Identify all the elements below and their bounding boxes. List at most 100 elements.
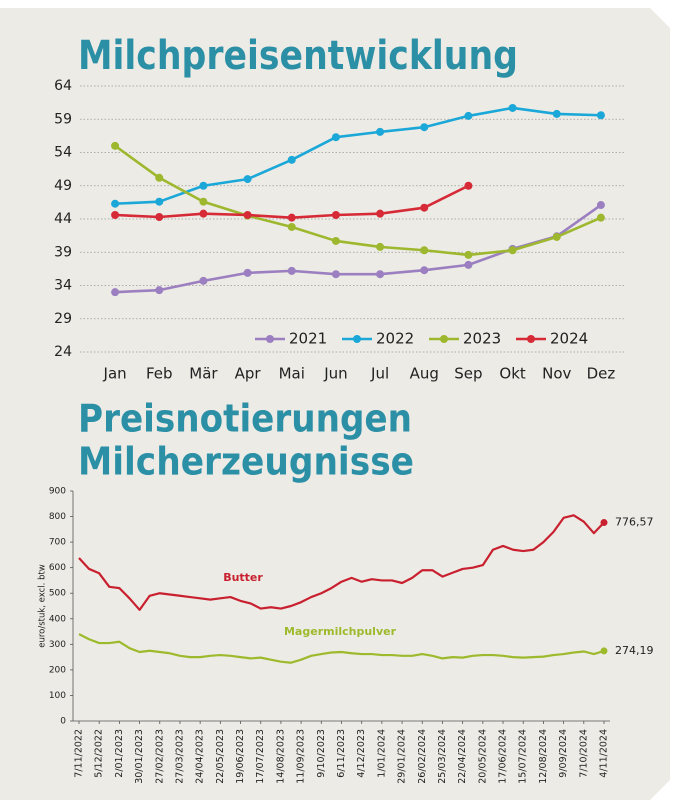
x-tick-label: 5/12/2022 [94,729,105,778]
y-tick-label: 44 [54,211,72,227]
x-tick-label: 20/05/2024 [477,729,488,784]
point [111,199,120,208]
legend-label: 2024 [550,330,588,348]
point [508,103,517,112]
y-tick-label: 54 [54,145,72,161]
point [420,123,429,132]
point [111,211,120,220]
y-tick-label: 64 [54,78,72,94]
legend-label: 2021 [289,330,327,348]
x-tick-label: 9/09/2024 [558,729,569,778]
y-tick-label: 39 [54,244,72,260]
point [464,181,473,190]
point [331,270,340,279]
point [376,127,385,136]
x-tick-label: 14/08/2023 [275,729,286,784]
x-tick-label: 2/01/2023 [114,729,125,778]
point [464,111,473,120]
point [199,181,208,190]
y-tick-label: 29 [54,311,72,327]
point [508,246,517,255]
x-tick-label: Jan [103,365,127,383]
point [376,209,385,218]
y-tick-label: 59 [54,111,72,127]
point [199,197,208,206]
series-line [78,633,605,664]
point [111,141,120,150]
y-tick-label: 700 [49,538,66,548]
series-line [115,106,601,206]
point [596,111,605,120]
point [199,209,208,218]
y-tick-label: 24 [54,344,72,360]
y-tick-label: 500 [49,589,66,599]
x-tick-label: Sep [454,365,482,383]
point [155,286,164,295]
x-tick-label: 6/11/2023 [336,729,347,778]
x-tick-label: 22/05/2023 [215,729,226,784]
card [0,8,670,800]
y-tick-label: 600 [49,563,66,573]
legend-label: 2022 [376,330,414,348]
y-axis-title: euro/stuk, excl. btw [38,564,48,648]
x-tick-label: 15/07/2024 [518,729,529,784]
y-tick-label: 800 [49,512,66,522]
y-tick-label: 200 [49,665,66,675]
legend-marker [266,335,274,343]
x-tick-label: Okt [499,365,525,383]
point [331,211,340,220]
point [420,203,429,212]
x-tick-label: 17/07/2023 [255,729,266,784]
point [155,173,164,182]
x-tick-label: 9/10/2023 [316,729,327,778]
point [420,266,429,275]
x-tick-label: 24/04/2023 [195,729,206,784]
end-point [600,519,608,527]
x-tick-label: Mai [279,365,305,383]
x-tick-label: 17/06/2024 [498,729,509,784]
chart-title: Milcherzeugnisse [78,440,414,484]
series-label: Butter [223,571,263,584]
point [287,213,296,222]
x-tick-label: 4/11/2024 [599,729,610,778]
x-tick-label: 11/09/2023 [296,729,307,784]
x-tick-label: Dez [587,365,616,383]
x-tick-label: 26/02/2024 [417,729,428,784]
point [331,133,340,142]
x-tick-label: 27/02/2023 [154,729,165,784]
x-tick-label: 12/08/2024 [538,729,549,784]
point [376,242,385,251]
x-tick-label: Apr [235,365,262,383]
legend-marker [440,335,448,343]
legend-marker [527,335,535,343]
point [464,250,473,259]
end-point [600,647,608,655]
y-tick-label: 0 [60,717,66,727]
x-tick-label: Jun [323,365,347,383]
point [155,197,164,206]
value-label: 274,19 [615,644,654,657]
series-label: Magermilchpulver [284,625,397,638]
point [243,211,252,220]
y-tick-label: 900 [49,487,66,497]
point [376,270,385,279]
point [287,222,296,231]
point [287,266,296,275]
point [464,260,473,269]
point [552,232,561,241]
x-tick-label: 19/06/2023 [235,729,246,784]
x-tick-label: 4/12/2023 [356,729,367,778]
point [552,109,561,118]
x-tick-label: 25/03/2024 [437,729,448,784]
chart-title: Milchpreisentwicklung [78,33,518,79]
x-tick-label: 30/01/2023 [134,729,145,784]
x-tick-label: 27/03/2023 [174,729,185,784]
point [331,236,340,245]
value-label: 776,57 [615,516,654,529]
x-tick-label: Feb [146,365,173,383]
series-line [114,144,602,257]
x-tick-label: Mär [189,365,218,383]
point [243,268,252,277]
x-tick-label: Nov [542,365,571,383]
